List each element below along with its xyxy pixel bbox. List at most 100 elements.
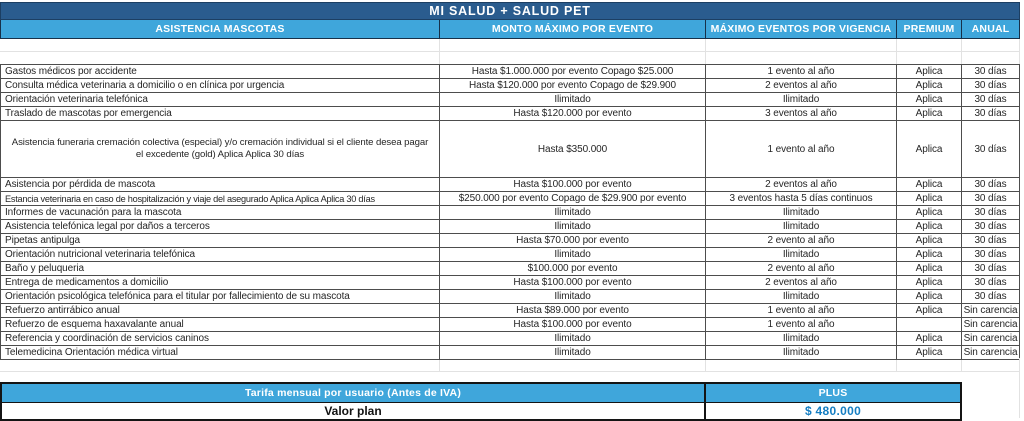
empty-row <box>0 52 1020 64</box>
empty-cell <box>440 39 706 51</box>
annual-cell: 30 días <box>962 65 1020 79</box>
premium-cell: Aplica <box>897 121 962 178</box>
max-events-cell: Ilimitado <box>706 346 897 360</box>
max-events-cell: 1 evento al año <box>706 304 897 318</box>
annual-cell: 30 días <box>962 121 1020 178</box>
premium-cell: Aplica <box>897 220 962 234</box>
table-row: Entrega de medicamentos a domicilio Hasta… <box>0 276 1020 290</box>
empty-cell <box>440 360 706 371</box>
table-row: Baño y peluqueria $100.000 por evento 2 ev… <box>0 262 1020 276</box>
max-amount-cell: Hasta $120.000 por evento <box>440 107 706 121</box>
empty-cell <box>962 52 1020 64</box>
max-events-cell: 1 evento al año <box>706 121 897 178</box>
empty-cell <box>0 360 440 371</box>
premium-cell: Aplica <box>897 93 962 107</box>
table-row: Estancia veterinaria en caso de hospital… <box>0 192 1020 206</box>
plan-title-bar: MI SALUD + SALUD PET <box>0 2 1020 20</box>
max-events-cell: Ilimitado <box>706 220 897 234</box>
empty-cell <box>897 39 962 51</box>
empty-cell <box>706 52 897 64</box>
max-amount-cell: $100.000 por evento <box>440 262 706 276</box>
tarifa-label: Tarifa mensual por usuario (Antes de IVA… <box>2 384 706 402</box>
max-events-cell: 3 eventos al año <box>706 107 897 121</box>
table-row: Orientación veterinaria telefónica Ilimit… <box>0 93 1020 107</box>
assistance-name: Estancia veterinaria en caso de hospital… <box>0 192 440 206</box>
table-row: Asistencia funeraria cremación colectiva… <box>0 121 1020 178</box>
assistance-name: Asistencia telefónica legal por daños a … <box>0 220 440 234</box>
annual-cell: 30 días <box>962 276 1020 290</box>
annual-cell: 30 días <box>962 248 1020 262</box>
max-amount-cell: Ilimitado <box>440 332 706 346</box>
max-events-cell: Ilimitado <box>706 248 897 262</box>
table-row: Informes de vacunación para la mascota Il… <box>0 206 1020 220</box>
premium-cell: Aplica <box>897 65 962 79</box>
annual-cell: 30 días <box>962 220 1020 234</box>
assistance-name: Traslado de mascotas por emergencia <box>0 107 440 121</box>
empty-cell <box>897 52 962 64</box>
assistance-name: Orientación nutricional veterinaria tele… <box>0 248 440 262</box>
table-row: Refuerzo antirrábico anual Hasta $89.000 … <box>0 304 1020 318</box>
annual-cell: 30 días <box>962 206 1020 220</box>
max-amount-cell: Hasta $70.000 por evento <box>440 234 706 248</box>
max-events-cell: 2 eventos al año <box>706 79 897 93</box>
max-amount-cell: Hasta $89.000 por evento <box>440 304 706 318</box>
max-amount-cell: Hasta $1.000.000 por evento Copago $25.0… <box>440 65 706 79</box>
assistance-name: Refuerzo de esquema haxavalante anual <box>0 318 440 332</box>
premium-cell: Aplica <box>897 234 962 248</box>
premium-cell: Aplica <box>897 304 962 318</box>
annual-cell: 30 días <box>962 93 1020 107</box>
max-amount-cell: Hasta $350.000 <box>440 121 706 178</box>
column-header-eventos: MÁXIMO EVENTOS POR VIGENCIA <box>706 20 897 39</box>
annual-cell: 30 días <box>962 290 1020 304</box>
max-amount-cell: Ilimitado <box>440 220 706 234</box>
max-amount-cell: Ilimitado <box>440 248 706 262</box>
table-row: Asistencia telefónica legal por daños a … <box>0 220 1020 234</box>
max-amount-cell: Ilimitado <box>440 93 706 107</box>
pricing-table: Tarifa mensual por usuario (Antes de IVA… <box>0 382 962 421</box>
table-row: Consulta médica veterinaria a domicilio … <box>0 79 1020 93</box>
max-amount-cell: Ilimitado <box>440 290 706 304</box>
valor-plan-value: $ 480.000 <box>804 404 862 418</box>
empty-cell <box>706 39 897 51</box>
assistance-name: Asistencia por pérdida de mascota <box>0 178 440 192</box>
premium-cell: Aplica <box>897 192 962 206</box>
column-header-asistencia: ASISTENCIA MASCOTAS <box>0 20 440 39</box>
benefits-table-body: Gastos médicos por accidente Hasta $1.000… <box>0 64 1020 360</box>
table-row: Referencia y coordinación de servicios c… <box>0 332 1020 346</box>
max-events-cell: 1 evento al año <box>706 318 897 332</box>
table-row: Refuerzo de esquema haxavalante anual Has… <box>0 318 1020 332</box>
table-row: Orientación nutricional veterinaria tele… <box>0 248 1020 262</box>
table-row: Orientación psicológica telefónica para … <box>0 290 1020 304</box>
premium-cell: Aplica <box>897 332 962 346</box>
annual-cell: 30 días <box>962 178 1020 192</box>
valor-plan-label: Valor plan <box>2 403 706 419</box>
max-events-cell: 2 eventos al año <box>706 276 897 290</box>
max-amount-cell: Hasta $100.000 por evento <box>440 276 706 290</box>
annual-cell: Sin carencia <box>962 332 1020 346</box>
empty-cell <box>897 360 962 371</box>
premium-cell: Aplica <box>897 262 962 276</box>
assistance-name: Informes de vacunación para la mascota <box>0 206 440 220</box>
premium-cell: Aplica <box>897 107 962 121</box>
empty-cell <box>0 52 440 64</box>
premium-cell: Aplica <box>897 206 962 220</box>
table-row: Gastos médicos por accidente Hasta $1.000… <box>0 65 1020 79</box>
annual-cell: 30 días <box>962 234 1020 248</box>
assistance-name: Telemedicina Orientación médica virtual <box>0 346 440 360</box>
column-header-row: ASISTENCIA MASCOTAS MONTO MÁXIMO POR EVE… <box>0 20 1020 39</box>
assistance-name: Orientación veterinaria telefónica <box>0 93 440 107</box>
column-header-monto: MONTO MÁXIMO POR EVENTO <box>440 20 706 39</box>
gridline <box>1019 358 1020 418</box>
max-events-cell: 2 evento al año <box>706 234 897 248</box>
assistance-name: Pipetas antipulga <box>0 234 440 248</box>
max-events-cell: 2 eventos al año <box>706 178 897 192</box>
max-events-cell: Ilimitado <box>706 206 897 220</box>
max-amount-cell: Hasta $100.000 por evento <box>440 318 706 332</box>
empty-cell <box>706 360 897 371</box>
premium-cell: Aplica <box>897 248 962 262</box>
max-events-cell: 1 evento al año <box>706 65 897 79</box>
max-events-cell: Ilimitado <box>706 332 897 346</box>
top-margin <box>0 0 1024 2</box>
annual-cell: Sin carencia <box>962 318 1020 332</box>
empty-row <box>0 360 1020 372</box>
